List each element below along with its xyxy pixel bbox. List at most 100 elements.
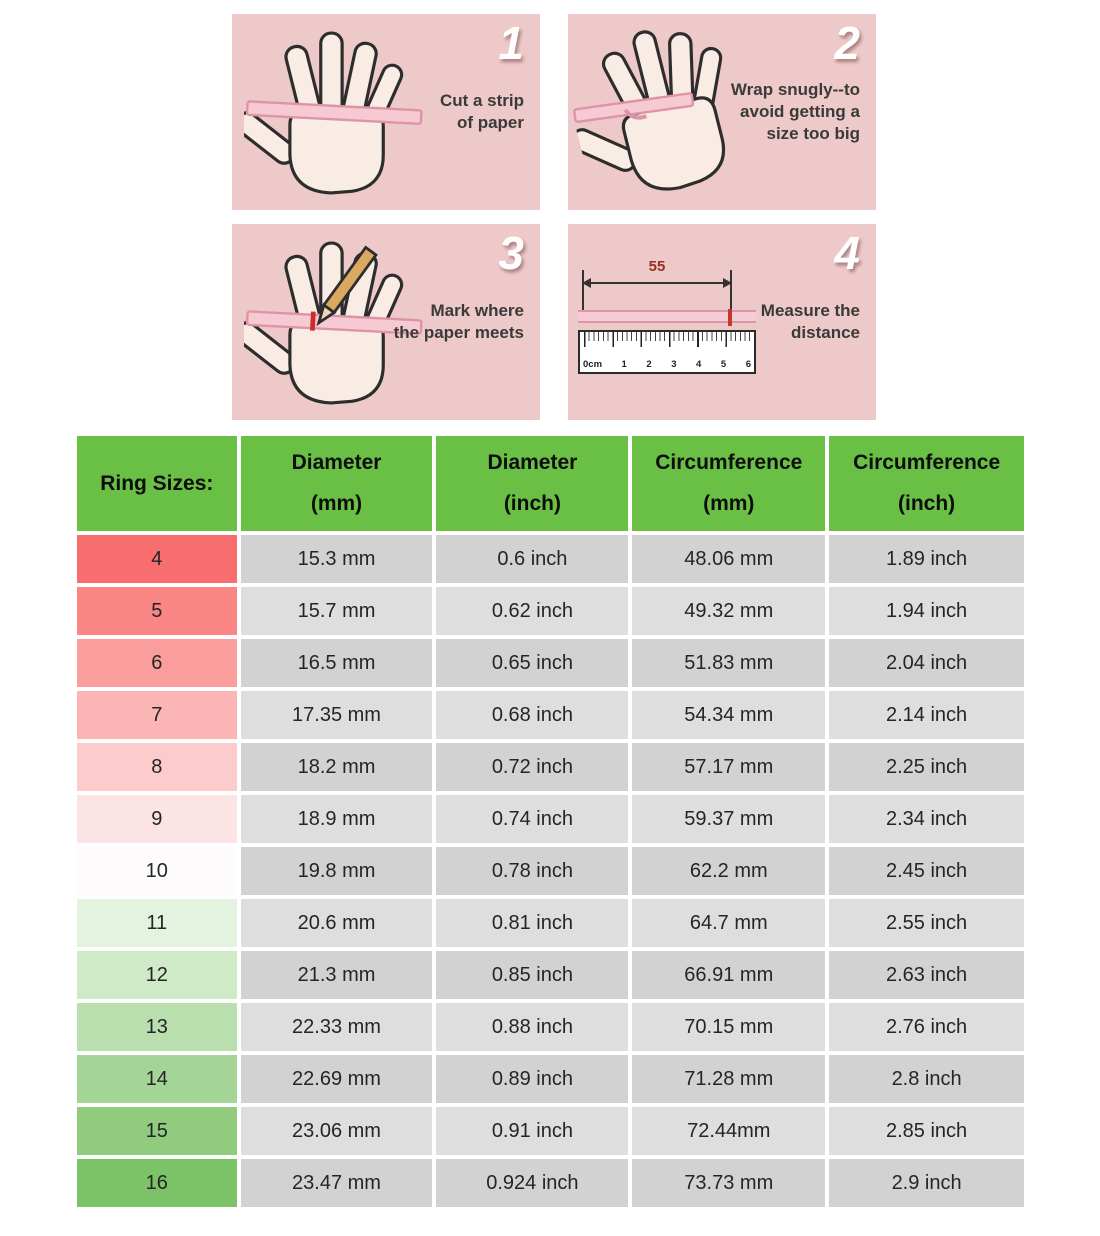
circumference-inch-cell: 1.89 inch <box>827 533 1026 585</box>
table-row: 13 22.33 mm 0.88 inch 70.15 mm 2.76 inch <box>75 1001 1026 1053</box>
circumference-inch-cell: 2.63 inch <box>827 949 1026 1001</box>
ring-size-cell: 4 <box>75 533 239 585</box>
measurement-value: 55 <box>648 258 666 275</box>
table-row: 15 23.06 mm 0.91 inch 72.44mm 2.85 inch <box>75 1105 1026 1157</box>
table-header-row: Ring Sizes: Diameter (mm) Diameter (inch… <box>75 434 1026 533</box>
step-panel-3: 3 Mark where the paper meets <box>232 224 540 420</box>
ring-size-cell: 8 <box>75 741 239 793</box>
ruler-tick-label: 3 <box>671 359 677 370</box>
circumference-mm-cell: 72.44mm <box>630 1105 828 1157</box>
ring-size-cell: 5 <box>75 585 239 637</box>
diameter-mm-header: Diameter (mm) <box>238 434 435 533</box>
step-text: Measure the distance <box>760 300 860 342</box>
measurement-arrow: 55 <box>582 258 732 316</box>
diameter-inch-cell: 0.68 inch <box>434 689 631 741</box>
ruler-tick-label: 1 <box>621 359 627 370</box>
diameter-inch-cell: 0.6 inch <box>434 533 631 585</box>
diameter-inch-cell: 0.924 inch <box>434 1157 631 1209</box>
step-number: 4 <box>834 227 860 279</box>
hand-with-paper-strip-illustration <box>244 31 423 195</box>
table-row: 4 15.3 mm 0.6 inch 48.06 mm 1.89 inch <box>75 533 1026 585</box>
circumference-inch-cell: 2.14 inch <box>827 689 1026 741</box>
instructions-section: 1 Cut a strip of paper 2 Wrap snugly--to… <box>232 14 876 420</box>
circumference-mm-cell: 57.17 mm <box>630 741 828 793</box>
table-row: 5 15.7 mm 0.62 inch 49.32 mm 1.94 inch <box>75 585 1026 637</box>
diameter-mm-cell: 17.35 mm <box>238 689 435 741</box>
measure-endline-left <box>582 270 584 316</box>
ruler-numbers: 0cm 1 2 3 4 5 6 <box>583 359 751 370</box>
table-row: 9 18.9 mm 0.74 inch 59.37 mm 2.34 inch <box>75 793 1026 845</box>
circumference-inch-cell: 2.04 inch <box>827 637 1026 689</box>
measure-endline-right <box>730 270 732 316</box>
circumference-inch-cell: 2.45 inch <box>827 845 1026 897</box>
step-text: Mark where the paper meets <box>393 300 524 342</box>
circumference-mm-header: Circumference (mm) <box>630 434 828 533</box>
ruler-tick-label: 6 <box>745 359 751 370</box>
paper-strip <box>578 309 756 326</box>
diameter-inch-cell: 0.74 inch <box>434 793 631 845</box>
table-row: 14 22.69 mm 0.89 inch 71.28 mm 2.8 inch <box>75 1053 1026 1105</box>
hand-marking-paper-illustration <box>244 241 423 405</box>
double-arrow-icon <box>582 278 732 288</box>
diameter-mm-cell: 15.3 mm <box>238 533 435 585</box>
step-text: Cut a strip of paper <box>439 90 524 132</box>
diameter-mm-cell: 23.06 mm <box>238 1105 435 1157</box>
circumference-inch-cell: 2.76 inch <box>827 1001 1026 1053</box>
diameter-mm-cell: 22.69 mm <box>238 1053 435 1105</box>
step-number: 2 <box>834 17 860 69</box>
diameter-inch-cell: 0.72 inch <box>434 741 631 793</box>
circumference-inch-cell: 2.85 inch <box>827 1105 1026 1157</box>
diameter-mm-cell: 18.2 mm <box>238 741 435 793</box>
table-row: 6 16.5 mm 0.65 inch 51.83 mm 2.04 inch <box>75 637 1026 689</box>
diameter-inch-cell: 0.89 inch <box>434 1053 631 1105</box>
ring-size-cell: 15 <box>75 1105 239 1157</box>
diameter-inch-header: Diameter (inch) <box>434 434 631 533</box>
ring-size-cell: 6 <box>75 637 239 689</box>
table-row: 16 23.47 mm 0.924 inch 73.73 mm 2.9 inch <box>75 1157 1026 1209</box>
ring-size-cell: 14 <box>75 1053 239 1105</box>
ring-size-cell: 12 <box>75 949 239 1001</box>
circumference-mm-cell: 49.32 mm <box>630 585 828 637</box>
ruler-tick-label: 5 <box>720 359 727 370</box>
circumference-inch-cell: 2.8 inch <box>827 1053 1026 1105</box>
hand-wrapped-with-paper-illustration <box>570 30 726 191</box>
diameter-mm-cell: 18.9 mm <box>238 793 435 845</box>
diameter-mm-cell: 22.33 mm <box>238 1001 435 1053</box>
circumference-mm-cell: 73.73 mm <box>630 1157 828 1209</box>
step-panel-2: 2 Wrap snugly--to avoid getting a size t… <box>568 14 876 210</box>
ruler-tick-label: 2 <box>646 359 652 370</box>
ruler: 0cm 1 2 3 4 5 6 <box>578 330 756 374</box>
table-row: 11 20.6 mm 0.81 inch 64.7 mm 2.55 inch <box>75 897 1026 949</box>
diameter-mm-cell: 15.7 mm <box>238 585 435 637</box>
ruler-tick-label: 0cm <box>583 359 603 370</box>
diameter-mm-cell: 20.6 mm <box>238 897 435 949</box>
diameter-mm-cell: 19.8 mm <box>238 845 435 897</box>
ring-size-cell: 13 <box>75 1001 239 1053</box>
circumference-mm-cell: 51.83 mm <box>630 637 828 689</box>
table-row: 7 17.35 mm 0.68 inch 54.34 mm 2.14 inch <box>75 689 1026 741</box>
diameter-inch-cell: 0.81 inch <box>434 897 631 949</box>
circumference-inch-cell: 2.34 inch <box>827 793 1026 845</box>
red-mark <box>728 309 732 326</box>
ruler-major-ticks <box>584 332 752 347</box>
ring-size-cell: 9 <box>75 793 239 845</box>
step-text: Wrap snugly--to avoid getting a size too… <box>730 79 860 144</box>
circumference-mm-cell: 54.34 mm <box>630 689 828 741</box>
step-number: 3 <box>498 227 524 279</box>
ring-size-cell: 10 <box>75 845 239 897</box>
pencil-icon <box>316 245 378 327</box>
circumference-mm-cell: 66.91 mm <box>630 949 828 1001</box>
table-row: 10 19.8 mm 0.78 inch 62.2 mm 2.45 inch <box>75 845 1026 897</box>
diameter-inch-cell: 0.62 inch <box>434 585 631 637</box>
circumference-mm-cell: 62.2 mm <box>630 845 828 897</box>
table-row: 8 18.2 mm 0.72 inch 57.17 mm 2.25 inch <box>75 741 1026 793</box>
diameter-mm-cell: 21.3 mm <box>238 949 435 1001</box>
diameter-inch-cell: 0.91 inch <box>434 1105 631 1157</box>
step-panel-1: 1 Cut a strip of paper <box>232 14 540 210</box>
circumference-inch-cell: 2.9 inch <box>827 1157 1026 1209</box>
table-row: 12 21.3 mm 0.85 inch 66.91 mm 2.63 inch <box>75 949 1026 1001</box>
circumference-mm-cell: 64.7 mm <box>630 897 828 949</box>
diameter-inch-cell: 0.78 inch <box>434 845 631 897</box>
ring-size-table-body: 4 15.3 mm 0.6 inch 48.06 mm 1.89 inch 5 15.7 m… <box>75 533 1026 1209</box>
